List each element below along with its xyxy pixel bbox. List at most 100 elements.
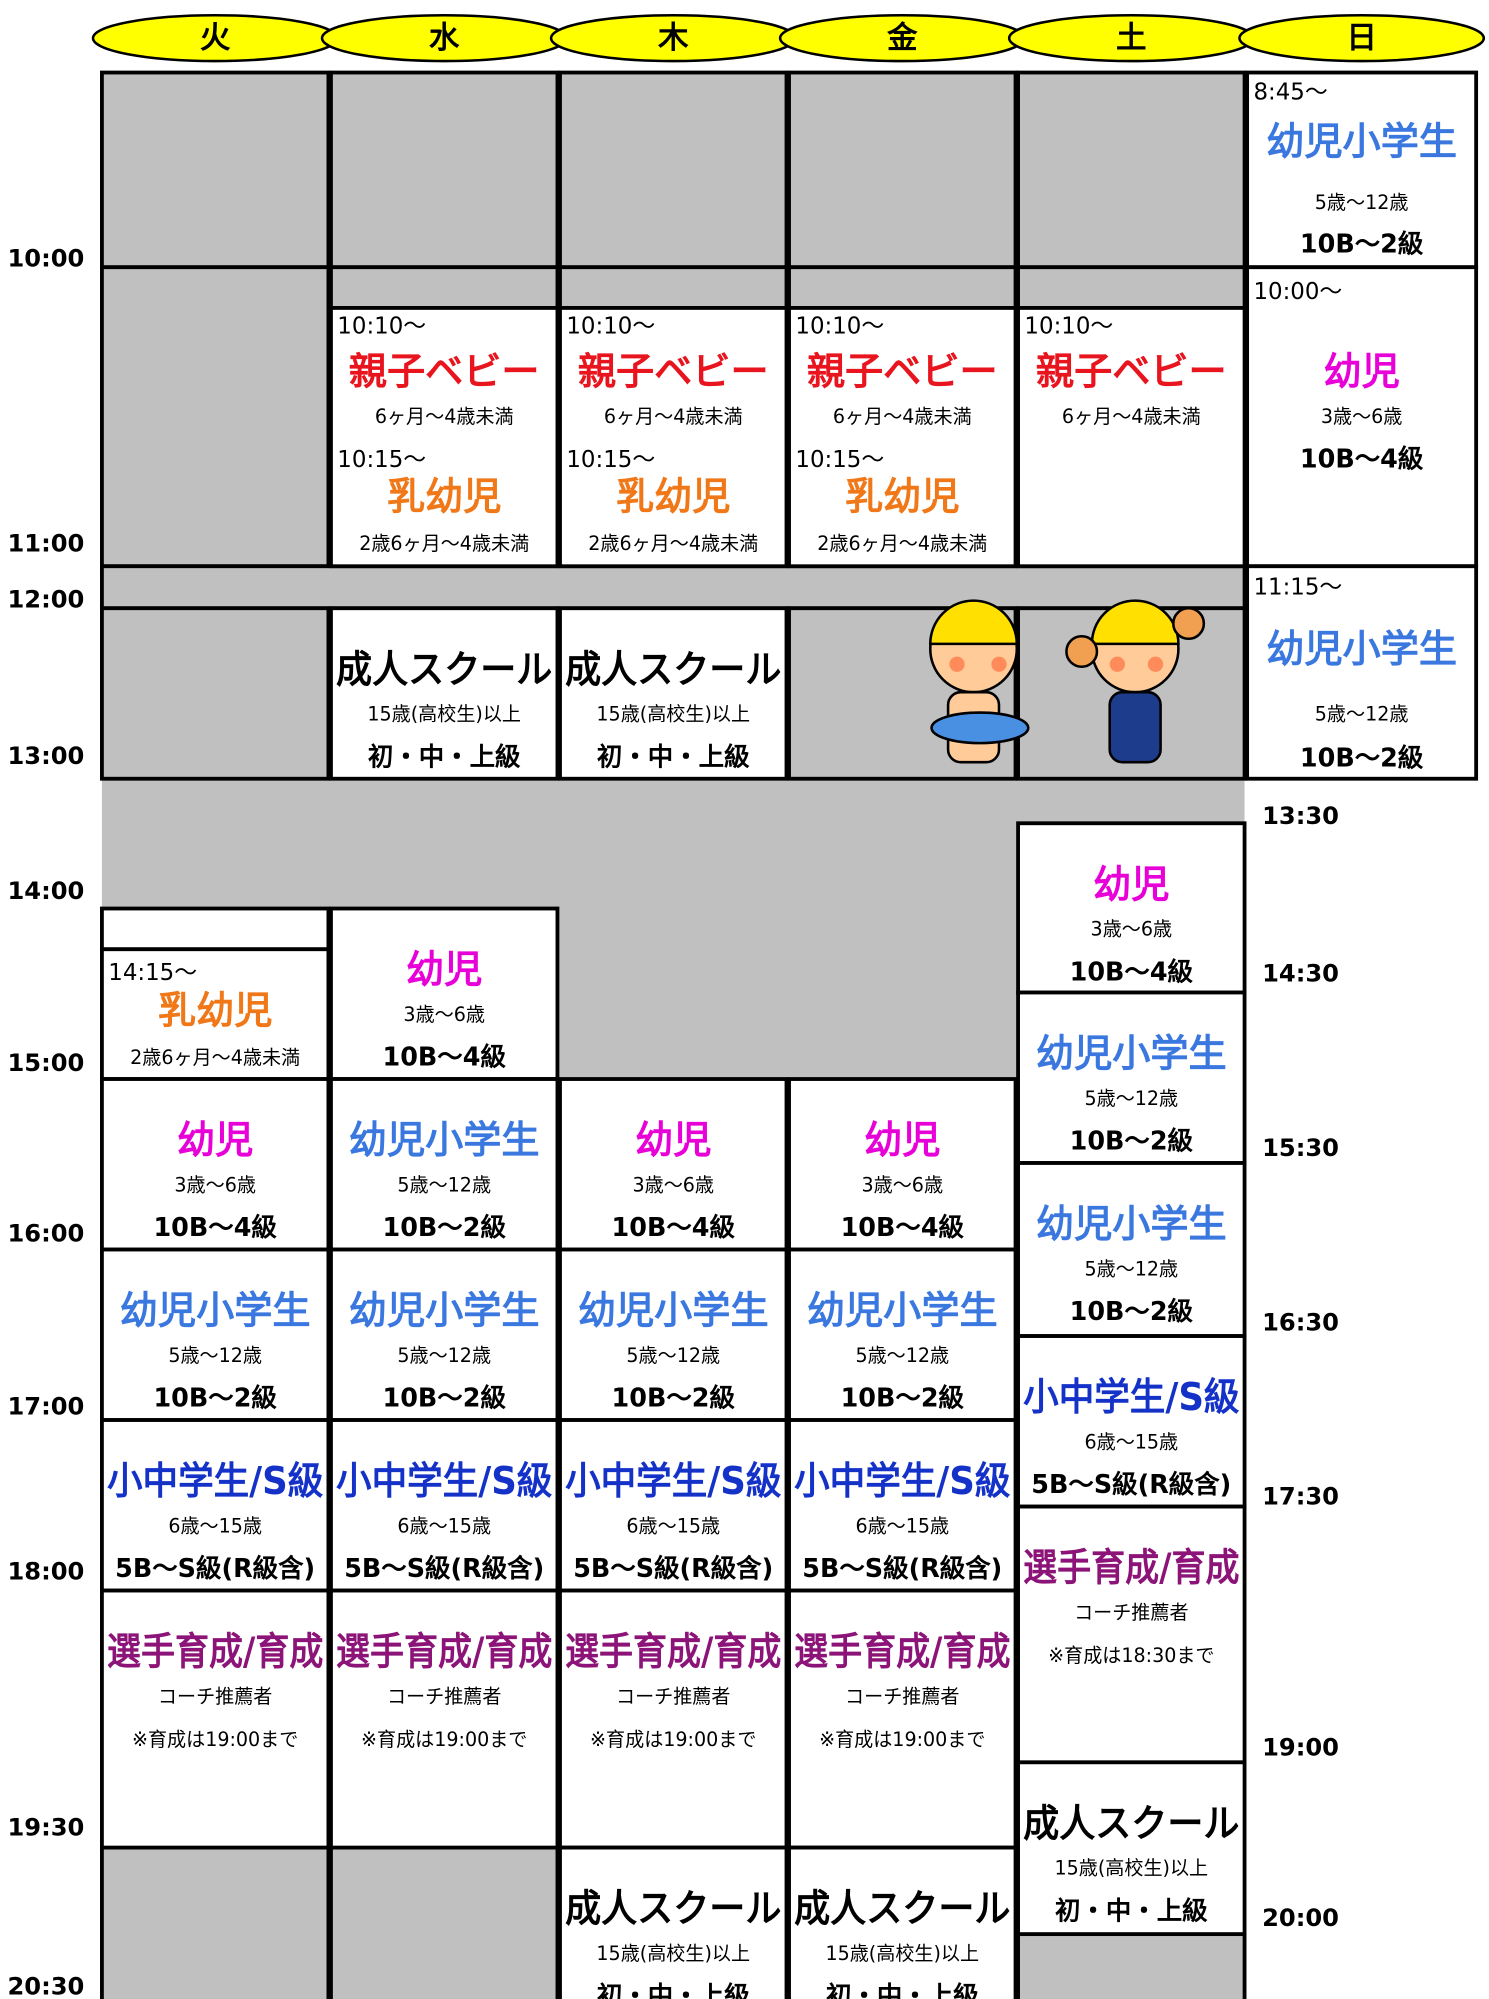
day-header <box>1238 13 1486 63</box>
time-label: 14:00 <box>7 877 84 905</box>
cell <box>329 306 560 569</box>
cell <box>329 1845 560 1999</box>
time-label: 11:00 <box>7 530 84 558</box>
kid-cheek <box>1109 656 1125 672</box>
class-level: 10B〜2級 <box>1070 1126 1194 1156</box>
time-label: 12:00 <box>7 586 84 614</box>
time-label: 17:00 <box>7 1392 84 1420</box>
class-detail: 3歳〜6歳 <box>174 1174 256 1196</box>
cell <box>787 265 1018 310</box>
class-level: 10B〜2級 <box>1070 1296 1194 1326</box>
class-level: 初・中・上級 <box>368 741 521 771</box>
cell <box>100 1418 331 1593</box>
class-title: 幼児小学生 <box>1036 1203 1227 1247</box>
cell <box>1016 1760 1247 1937</box>
cell <box>558 265 789 310</box>
class-detail: 15歳(高校生)以上 <box>596 704 750 726</box>
class-time: 10:00〜 <box>1253 279 1342 305</box>
cell <box>1016 265 1247 310</box>
day-label: 火 <box>200 21 231 56</box>
class-level: 10B〜2級 <box>383 1212 507 1242</box>
class-level: 初・中・上級 <box>1055 1895 1208 1925</box>
class-level: 10B〜2級 <box>1300 229 1424 259</box>
class-detail: 3歳〜6歳 <box>862 1174 944 1196</box>
class-level: 10B〜2級 <box>612 1383 736 1413</box>
class-detail: 3歳〜6歳 <box>632 1174 714 1196</box>
cell <box>558 1418 789 1593</box>
cell <box>100 70 331 270</box>
class-detail: 6ヶ月〜4歳未満 <box>833 406 972 428</box>
cell <box>100 1247 331 1422</box>
cell <box>100 906 331 952</box>
class-title: 親子ベビー <box>807 351 998 395</box>
class-title: 幼児小学生 <box>807 1290 998 1334</box>
class-detail: 6歳〜15歳 <box>1084 1431 1178 1453</box>
class-title: 幼児小学生 <box>1036 1033 1227 1077</box>
class-detail: 6歳〜15歳 <box>168 1515 262 1537</box>
cell <box>787 1588 1018 1850</box>
class-title: 乳幼児 <box>616 475 730 519</box>
class-detail: 3歳〜6歳 <box>403 1004 485 1026</box>
class-time: 10:10〜 <box>566 314 655 340</box>
class-title: 選手育成/育成 <box>565 1631 781 1675</box>
class-detail: コーチ推薦者 <box>158 1686 272 1708</box>
kid-girl <box>1065 599 1206 764</box>
class-detail: 5歳〜12歳 <box>1084 1088 1178 1110</box>
class-title: 小中学生/S級 <box>565 1460 781 1504</box>
cell <box>329 1418 560 1593</box>
class-title: 選手育成/育成 <box>1023 1547 1239 1591</box>
time-label: 15:00 <box>7 1049 84 1077</box>
class-level: 10B〜4級 <box>153 1212 277 1242</box>
day-label: 日 <box>1346 21 1377 56</box>
class-title: 幼児小学生 <box>349 1119 540 1163</box>
class-detail: 15歳(高校生)以上 <box>367 704 521 726</box>
class-detail: コーチ推薦者 <box>616 1686 730 1708</box>
class-level: 10B〜4級 <box>383 1042 507 1072</box>
time-label: 20:00 <box>1262 1904 1339 1932</box>
class-title: 選手育成/育成 <box>336 1631 552 1675</box>
cell <box>558 70 789 270</box>
class-time: 14:15〜 <box>108 960 197 986</box>
class-detail: 3歳〜6歳 <box>1321 406 1403 428</box>
time-label: 10:00 <box>7 245 84 273</box>
class-title: 選手育成/育成 <box>107 1631 323 1675</box>
class-level: 初・中・上級 <box>597 1981 750 1999</box>
class-level: 10B〜4級 <box>612 1212 736 1242</box>
cell <box>558 306 789 569</box>
kid-float <box>930 711 1030 745</box>
cell <box>787 1418 1018 1593</box>
cell <box>1016 1334 1247 1509</box>
class-detail: コーチ推薦者 <box>387 1686 501 1708</box>
class-detail: 2歳6ヶ月〜4歳未満 <box>817 533 987 555</box>
class-title: 幼児 <box>635 1119 711 1163</box>
illustration <box>929 599 1206 764</box>
class-time: 10:15〜 <box>566 447 655 473</box>
class-title: 成人スクール <box>565 1888 781 1932</box>
class-title: 成人スクール <box>794 1888 1010 1932</box>
time-label: 15:30 <box>1262 1134 1339 1162</box>
class-detail: 6歳〜15歳 <box>397 1515 491 1537</box>
class-detail: 5歳〜12歳 <box>1084 1258 1178 1280</box>
class-time: 10:15〜 <box>337 447 426 473</box>
cell <box>558 1588 789 1850</box>
class-detail: 5歳〜12歳 <box>1315 704 1409 726</box>
class-level: 5B〜S級(R級含) <box>344 1553 544 1583</box>
class-title: 成人スクール <box>565 648 781 692</box>
class-detail: ※育成は19:00まで <box>590 1729 756 1751</box>
time-label: 18:00 <box>7 1558 84 1586</box>
class-detail: 2歳6ヶ月〜4歳未満 <box>588 533 758 555</box>
cell <box>1016 1161 1247 1338</box>
class-level: 10B〜2級 <box>383 1383 507 1413</box>
cell <box>1016 1932 1247 1999</box>
class-detail: 5歳〜12歳 <box>168 1345 262 1367</box>
class-title: 親子ベビー <box>349 351 540 395</box>
class-title: 成人スクール <box>336 648 552 692</box>
cell <box>100 1845 331 1999</box>
class-level: 10B〜4級 <box>841 1212 965 1242</box>
class-title: 小中学生/S級 <box>1023 1376 1239 1420</box>
class-time: 10:10〜 <box>337 314 426 340</box>
class-detail: 5歳〜12歳 <box>397 1345 491 1367</box>
cell <box>100 1588 331 1850</box>
class-detail: ※育成は19:00まで <box>819 1729 985 1751</box>
